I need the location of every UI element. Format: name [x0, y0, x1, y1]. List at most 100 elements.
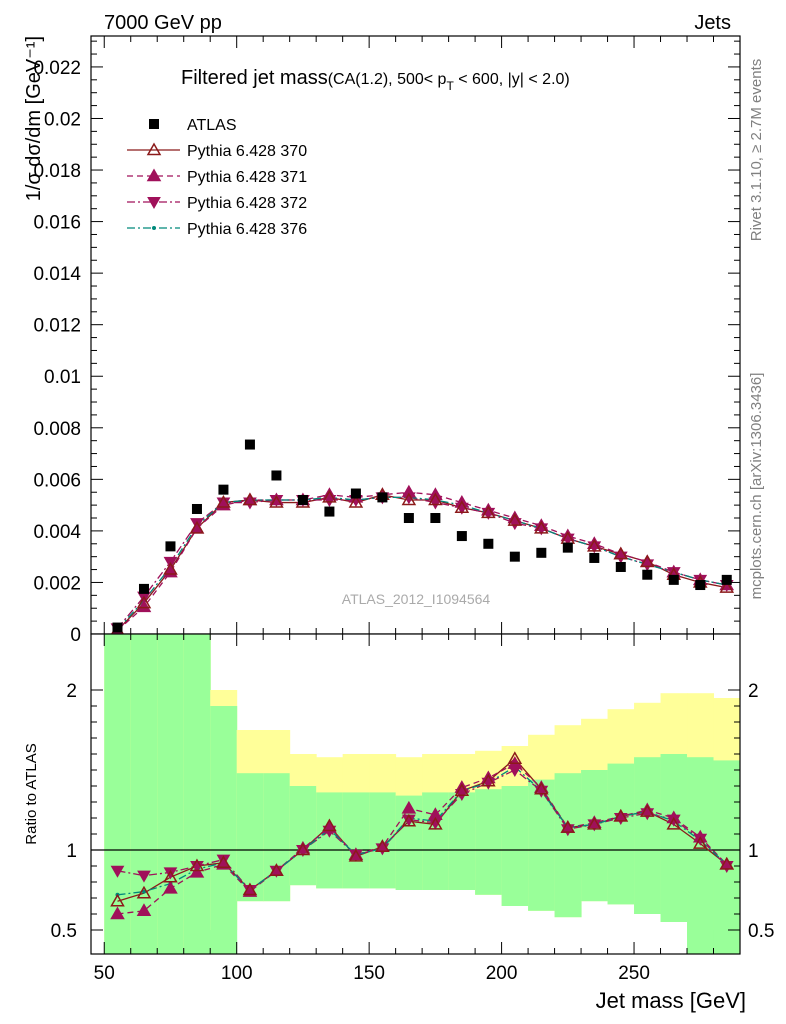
- green-band-bin-9: [342, 792, 370, 889]
- atlas-data-point-14: [483, 538, 494, 549]
- atlas-data-point-11: [403, 513, 414, 524]
- atlas-data-point-5: [244, 439, 255, 450]
- top-series-lines: [116, 491, 727, 631]
- ratio-point-s0-12: [428, 816, 443, 830]
- ratio-point-s0-20: [639, 804, 655, 817]
- chart-title: Filtered jet mass(CA(1.2), 500< pT < 600…: [181, 67, 570, 93]
- x-tick-label-1: 100: [221, 963, 253, 984]
- ratio-point-s0-17: [560, 820, 576, 833]
- ratio-axes: 0.5 0.51 12 250 100 150 200 250: [51, 633, 774, 984]
- top-y-tick-label-5: 0.01: [44, 367, 81, 388]
- rivet-version-label: Rivet 3.1.10, ≥ 2.7M events: [748, 59, 765, 242]
- header-energy: 7000 GeV pp: [104, 12, 222, 34]
- legend-marker-0: [146, 142, 162, 156]
- band-gap-0: [263, 941, 290, 954]
- top-y-tick-label-10: 0.02: [44, 109, 81, 130]
- top-point-s0-3: [189, 520, 205, 534]
- ratio-point-s2-0: [110, 865, 125, 878]
- ratio-point-s1-8: [322, 820, 337, 833]
- atlas-data-point-17: [562, 542, 573, 553]
- ratio-point-s0-23: [719, 856, 735, 870]
- top-point-s0-2: [163, 562, 178, 575]
- atlas-data-point-16: [536, 547, 547, 558]
- ratio-point-s1-5: [242, 884, 258, 897]
- top-point-s0-4: [216, 495, 231, 508]
- green-band-bin-22: [687, 757, 715, 954]
- ratio-point-s0-1: [136, 885, 152, 899]
- ratio-point-s3-1: [141, 889, 146, 894]
- ratio-point-s0-10: [375, 839, 390, 853]
- ratio-y-tick-label-right-2: 2: [748, 681, 759, 702]
- header-process: Jets: [694, 12, 731, 34]
- ratio-point-s0-4: [216, 855, 231, 869]
- top-y-tick-label-9: 0.018: [33, 161, 81, 182]
- ratio-point-s0-0: [110, 893, 125, 907]
- legend-label-0: Pythia 6.428 370: [187, 143, 307, 160]
- ratio-point-s0-6: [269, 863, 284, 877]
- ratio-series-markers: [110, 751, 735, 920]
- atlas-data-point-19: [615, 561, 626, 572]
- legend-marker-2: [147, 197, 161, 210]
- top-point-s0-20: [639, 554, 655, 568]
- legend-label-3: Pythia 6.428 376: [187, 221, 307, 238]
- top-y-tick-label-6: 0.012: [33, 316, 81, 337]
- atlas-data-point-0: [112, 622, 123, 633]
- top-y-tick-label-0: 0: [70, 625, 81, 646]
- legend-label-1: Pythia 6.428 371: [187, 169, 307, 186]
- ratio-point-s1-0: [110, 906, 125, 920]
- top-y-tick-label-11: 0.022: [33, 58, 81, 79]
- x-tick-label-2: 150: [353, 963, 385, 984]
- green-band-bin-4: [210, 706, 238, 954]
- top-y-tick-label-8: 0.016: [33, 213, 81, 234]
- atlas-data-point-12: [430, 513, 441, 524]
- top-axes: 0 0.002 0.004 0.006 0.008 0.01 0.012 0.014 0.016…: [33, 36, 741, 646]
- ratio-point-s1-1: [136, 903, 152, 917]
- top-point-s0-19: [613, 546, 629, 560]
- ratio-point-s0-21: [666, 816, 682, 830]
- x-axis-label: Jet mass [GeV]: [596, 988, 746, 1013]
- atlas-data-point-21: [668, 574, 679, 585]
- ratio-point-s0-11: [401, 813, 417, 827]
- x-tick-label-4: 250: [618, 963, 650, 984]
- ratio-point-s0-2: [163, 869, 178, 883]
- atlas-data-point-2: [165, 541, 176, 552]
- ratio-y-axis-label: Ratio to ATLAS: [23, 743, 40, 844]
- atlas-data-point-1: [138, 583, 149, 594]
- top-point-s0-23: [719, 580, 735, 593]
- top-series-markers: [110, 439, 735, 634]
- top-point-s0-12: [428, 492, 443, 506]
- ratio-y-tick-label-right-0: 0.5: [748, 921, 774, 942]
- atlas-data-point-8: [324, 506, 335, 517]
- ratio-point-s0-16: [534, 781, 549, 795]
- x-tick-label-0: 50: [94, 963, 115, 984]
- ratio-point-s2-1: [137, 870, 151, 883]
- green-band-bin-1: [130, 634, 158, 954]
- atlas-data-point-13: [456, 531, 467, 542]
- legend-label-atlas: ATLAS: [187, 117, 237, 134]
- ratio-point-s1-3: [189, 864, 205, 878]
- top-point-s0-1: [136, 595, 152, 609]
- top-point-s0-9: [348, 495, 364, 508]
- ratio-point-s0-5: [242, 882, 258, 896]
- green-band-bin-13: [448, 792, 476, 890]
- x-tick-label-3: 200: [486, 963, 518, 984]
- ratio-point-s0-18: [587, 816, 602, 830]
- ratio-point-s0-7: [295, 842, 311, 856]
- atlas-data-point-23: [721, 574, 732, 585]
- top-point-s1-1: [136, 599, 152, 613]
- top-point-s0-15: [507, 513, 523, 526]
- green-band-bin-17: [554, 773, 582, 918]
- green-band-bin-21: [660, 754, 688, 922]
- atlas-data-point-20: [642, 569, 653, 580]
- ratio-point-s0-22: [692, 836, 708, 849]
- ratio-point-s0-19: [613, 808, 629, 822]
- green-band-bin-15: [501, 786, 529, 906]
- top-point-s1-11: [401, 484, 417, 498]
- green-band-bin-14: [475, 789, 503, 895]
- atlas-data-point-9: [350, 488, 361, 499]
- atlas-data-point-3: [191, 503, 202, 514]
- top-point-s0-5: [242, 492, 258, 506]
- top-series-line-1: [117, 491, 727, 631]
- legend-marker-atlas: [149, 119, 159, 129]
